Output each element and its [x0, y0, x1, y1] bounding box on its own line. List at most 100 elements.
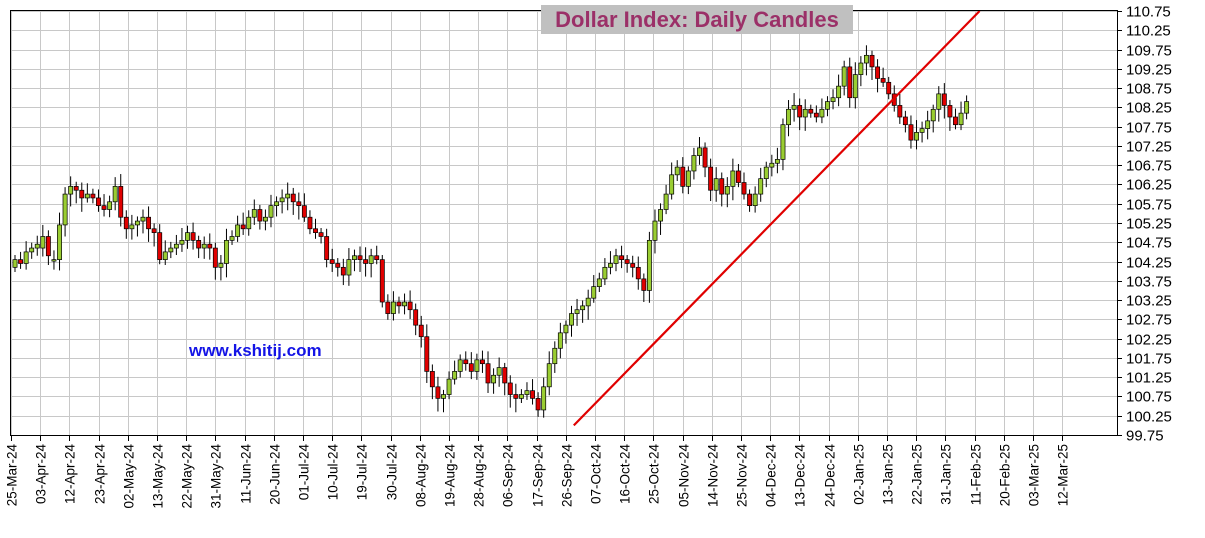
candle: [624, 254, 630, 273]
x-tick-label: 26-Sep-24: [560, 444, 575, 508]
candle-body-up: [140, 216, 146, 222]
x-tick-label: 17-Sep-24: [531, 444, 546, 508]
x-tick-label: 08-Aug-24: [414, 444, 429, 508]
candle-body-up: [552, 347, 558, 365]
candle: [468, 352, 474, 380]
x-tick-label: 19-Jul-24: [355, 444, 370, 501]
candle: [613, 248, 619, 272]
candle-body-up: [936, 93, 942, 110]
candle-body-up: [825, 101, 830, 110]
x-tick-label: 25-Oct-24: [647, 444, 662, 505]
x-tick-label: 22-May-24: [180, 444, 195, 509]
candle-body-down: [424, 336, 430, 372]
candle: [480, 350, 485, 373]
watermark-link[interactable]: www.kshitij.com: [189, 341, 322, 360]
candle: [591, 275, 597, 303]
candle: [224, 228, 229, 278]
candle-body-up: [763, 166, 769, 180]
candle: [257, 204, 263, 230]
candle-body-down: [151, 228, 157, 233]
candle: [441, 389, 446, 413]
candle-body-down: [953, 116, 958, 126]
candle: [875, 59, 880, 93]
candle-body-down: [307, 216, 313, 230]
candle-body-up: [958, 112, 964, 126]
candle-body-down: [736, 170, 741, 183]
candle: [652, 209, 658, 254]
candle-body-up: [914, 132, 919, 141]
candle: [329, 248, 335, 272]
candle: [185, 225, 190, 249]
candle: [830, 89, 836, 110]
candle-body-up: [524, 390, 530, 395]
candle: [485, 351, 491, 393]
y-tick-label: 108.25: [1126, 100, 1172, 117]
candle-body-down: [530, 390, 535, 399]
candle: [129, 214, 135, 240]
candle: [285, 182, 291, 211]
candle: [357, 246, 363, 272]
candle-body-up: [646, 239, 652, 291]
candle-body-up: [786, 108, 791, 126]
candle: [630, 255, 636, 278]
candle-body-up: [758, 178, 764, 195]
candle: [691, 147, 697, 180]
candle-body-up: [596, 278, 602, 287]
candle-body-up: [246, 216, 252, 230]
candle: [457, 354, 463, 378]
candle-body-up: [224, 239, 229, 264]
candle: [340, 258, 346, 286]
y-tick-label: 110.75: [1126, 4, 1171, 21]
candle: [836, 74, 842, 107]
candle-body-up: [251, 209, 257, 218]
candle-body-down: [886, 81, 892, 95]
candle-body-up: [446, 378, 452, 395]
candle: [914, 120, 919, 150]
chart-title: Dollar Index: Daily Candles: [541, 5, 853, 34]
y-tick-label: 100.75: [1126, 389, 1172, 406]
candle: [140, 209, 146, 234]
candle-body-down: [680, 166, 686, 187]
grid-lines: [11, 11, 1117, 436]
candle: [635, 256, 641, 290]
candle-body-up: [925, 120, 931, 129]
candle: [685, 166, 691, 195]
candle-body-down: [880, 78, 886, 83]
candle: [602, 258, 608, 286]
candle: [947, 100, 953, 131]
candle-body-up: [352, 255, 357, 260]
candle-body-up: [12, 259, 18, 268]
candle-body-up: [658, 209, 663, 222]
candle: [663, 184, 669, 215]
x-tick-label: 24-Dec-24: [823, 444, 838, 508]
candle-body-up: [285, 193, 291, 199]
candle-body-up: [62, 193, 68, 226]
candle: [524, 382, 530, 400]
candle-body-down: [240, 224, 246, 230]
candle: [84, 183, 90, 203]
candle-body-up: [674, 166, 680, 176]
candle: [802, 99, 808, 131]
candle: [747, 189, 753, 212]
y-tick-label: 106.25: [1126, 177, 1172, 194]
candle-body-up: [40, 236, 46, 249]
candle-body-up: [685, 170, 691, 187]
candle: [240, 212, 246, 235]
candle-body-up: [841, 66, 847, 87]
candle: [646, 231, 652, 303]
x-tick-label: 10-Jul-24: [326, 444, 341, 501]
candle-body-up: [724, 186, 730, 195]
candle: [396, 296, 402, 314]
candle-body-down: [374, 255, 380, 260]
candle-body-down: [435, 386, 441, 399]
candle-body-down: [708, 166, 714, 191]
candle: [580, 300, 586, 323]
candle: [964, 95, 970, 120]
candle: [446, 371, 452, 400]
candle: [518, 389, 524, 404]
candle-body-up: [179, 239, 185, 245]
candle-body-down: [196, 239, 202, 249]
candle: [157, 224, 163, 265]
candle-body-up: [201, 243, 207, 249]
candle-body-up: [836, 85, 842, 99]
